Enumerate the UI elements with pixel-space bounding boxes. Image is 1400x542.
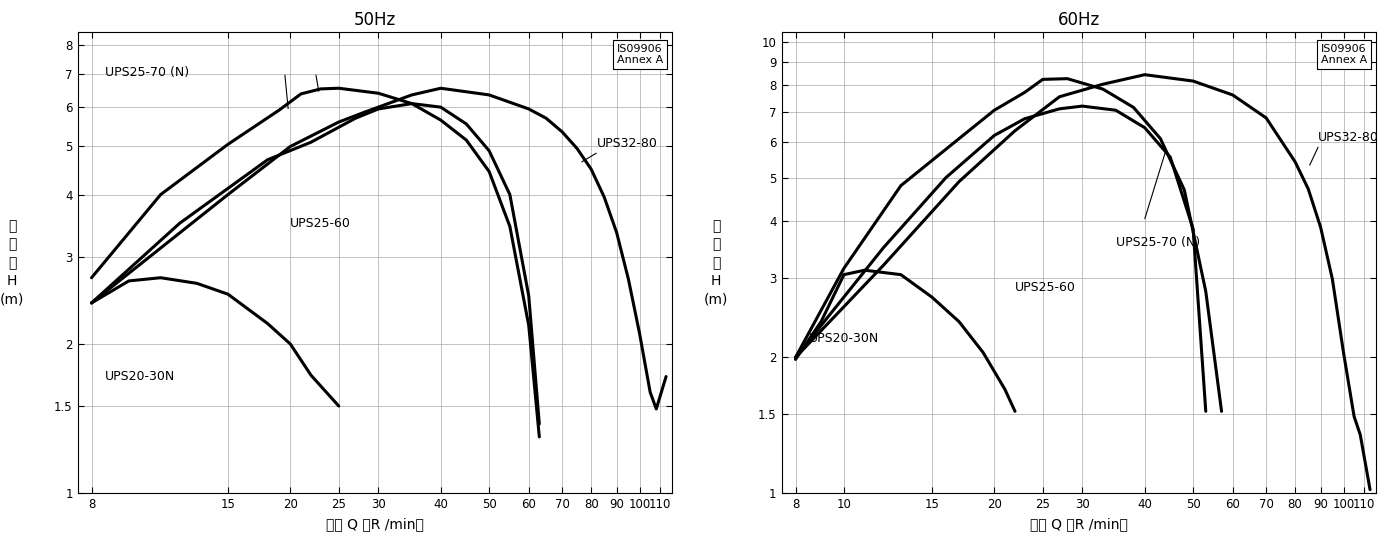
Title: 60Hz: 60Hz [1057,11,1100,29]
Text: UPS32-80: UPS32-80 [596,137,658,150]
Text: UPS25-70 (N): UPS25-70 (N) [105,66,189,79]
Text: UPS20-30N: UPS20-30N [105,370,175,383]
Text: UPS25-70 (N): UPS25-70 (N) [1116,236,1200,249]
Text: UPS32-80: UPS32-80 [1319,131,1379,144]
Text: UPS20-30N: UPS20-30N [809,332,879,345]
X-axis label: 流量 Q （R /min）: 流量 Q （R /min） [326,517,424,531]
Title: 50Hz: 50Hz [354,11,396,29]
Text: 全
揚
程
H
(m): 全 揚 程 H (m) [0,219,24,307]
Text: UPS25-60: UPS25-60 [1015,281,1075,294]
Text: 全
揚
程
H
(m): 全 揚 程 H (m) [704,219,728,307]
Text: IS09906
Annex A: IS09906 Annex A [1320,43,1366,65]
Text: UPS25-60: UPS25-60 [290,217,351,230]
Text: IS09906
Annex A: IS09906 Annex A [616,43,662,65]
X-axis label: 流量 Q （R /min）: 流量 Q （R /min） [1029,517,1127,531]
